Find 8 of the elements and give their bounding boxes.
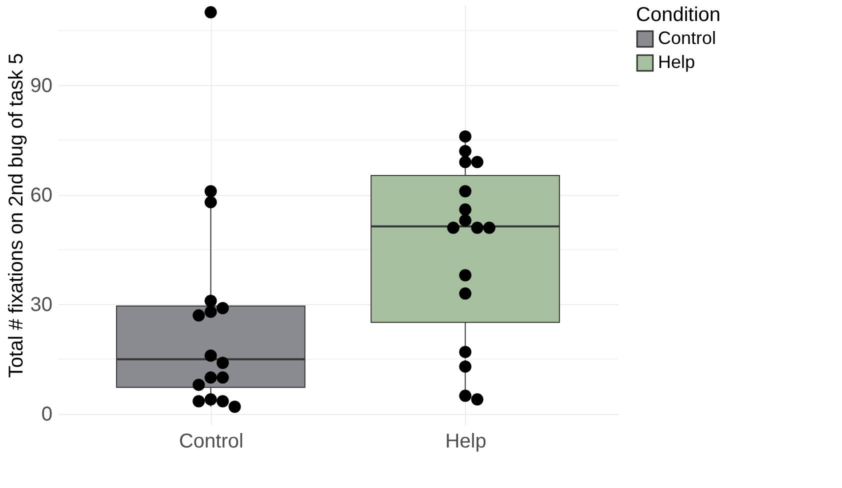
y-tick-label: 30 — [30, 294, 52, 316]
y-tick-label: 0 — [41, 404, 52, 426]
y-tick-label: 90 — [30, 74, 52, 97]
legend-title: Condition — [636, 4, 721, 26]
y-tick-label: 60 — [30, 184, 52, 206]
legend-label: Control — [658, 28, 716, 48]
y-axis-title: Total # fixations on 2nd bug of task 5 — [5, 53, 28, 378]
legend-label: Help — [658, 52, 696, 72]
